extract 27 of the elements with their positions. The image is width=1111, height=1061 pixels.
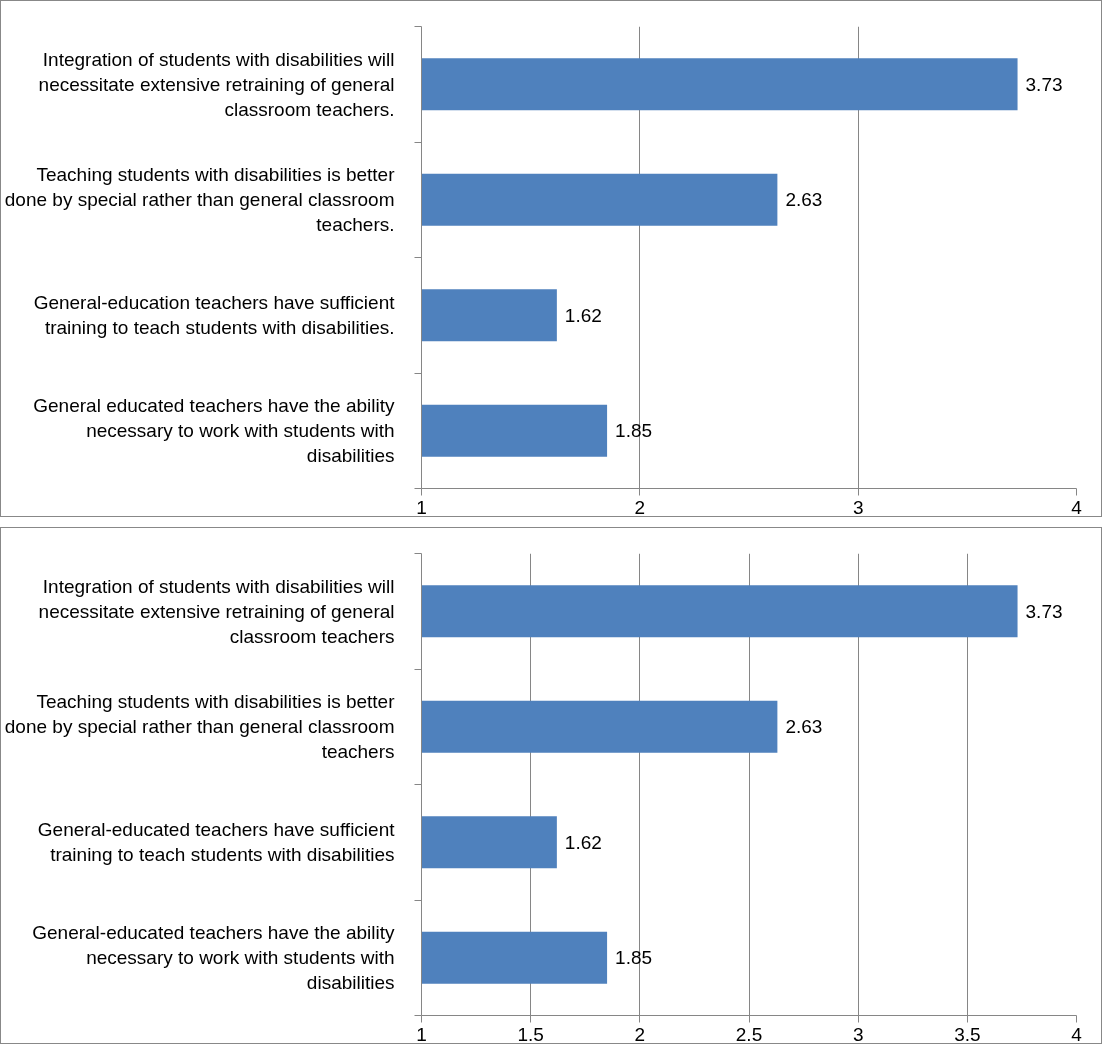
x-tick-label: 3: [852, 1023, 864, 1045]
y-tick-label: Integration of students with disabilities will necessitate extensive retraining of general classroom teachers.: [38, 48, 395, 120]
y-tick-label: Teaching students with disabilities is better done by special rather than general classroom teachers: [4, 691, 396, 763]
x-tick-label: 1: [416, 496, 427, 518]
y-tick-label: General-educated teachers have the ability necessary to work with students with disabilities: [32, 922, 395, 994]
y-tick-label: Integration of students with disabilities will necessitate extensive retraining of general classroom teachers: [38, 575, 395, 647]
x-tick-label: 2: [634, 496, 646, 518]
data-label: 3.73: [1025, 73, 1063, 95]
x-tick-label: 2: [634, 1023, 646, 1045]
x-tick-label: 3: [852, 496, 864, 518]
y-tick-label: General educated teachers have the ability necessary to work with students with disabilities: [33, 395, 395, 467]
data-label: 2.63: [785, 716, 823, 738]
data-label: 1.85: [615, 420, 653, 442]
x-tick-label: 3.5: [954, 1023, 981, 1045]
data-label: 2.63: [785, 189, 823, 211]
y-tick-label: Teaching students with disabilities is better done by special rather than general classroom teachers.: [4, 164, 396, 236]
y-tick-label: General-educated teachers have sufficient training to teach students with disabilities: [37, 819, 396, 866]
x-tick-label: 1.5: [517, 1023, 544, 1045]
data-label: 1.85: [615, 947, 653, 969]
x-tick-label: 4: [1071, 1023, 1083, 1045]
x-tick-label: 2.5: [735, 1023, 763, 1045]
data-label: 1.62: [564, 304, 602, 326]
data-label: 3.73: [1025, 600, 1063, 622]
x-tick-label: 1: [416, 1023, 427, 1045]
y-tick-label: General-education teachers have sufficient training to teach students with disabilities.: [33, 292, 396, 339]
data-label: 1.62: [564, 831, 602, 853]
x-tick-label: 4: [1071, 496, 1083, 518]
